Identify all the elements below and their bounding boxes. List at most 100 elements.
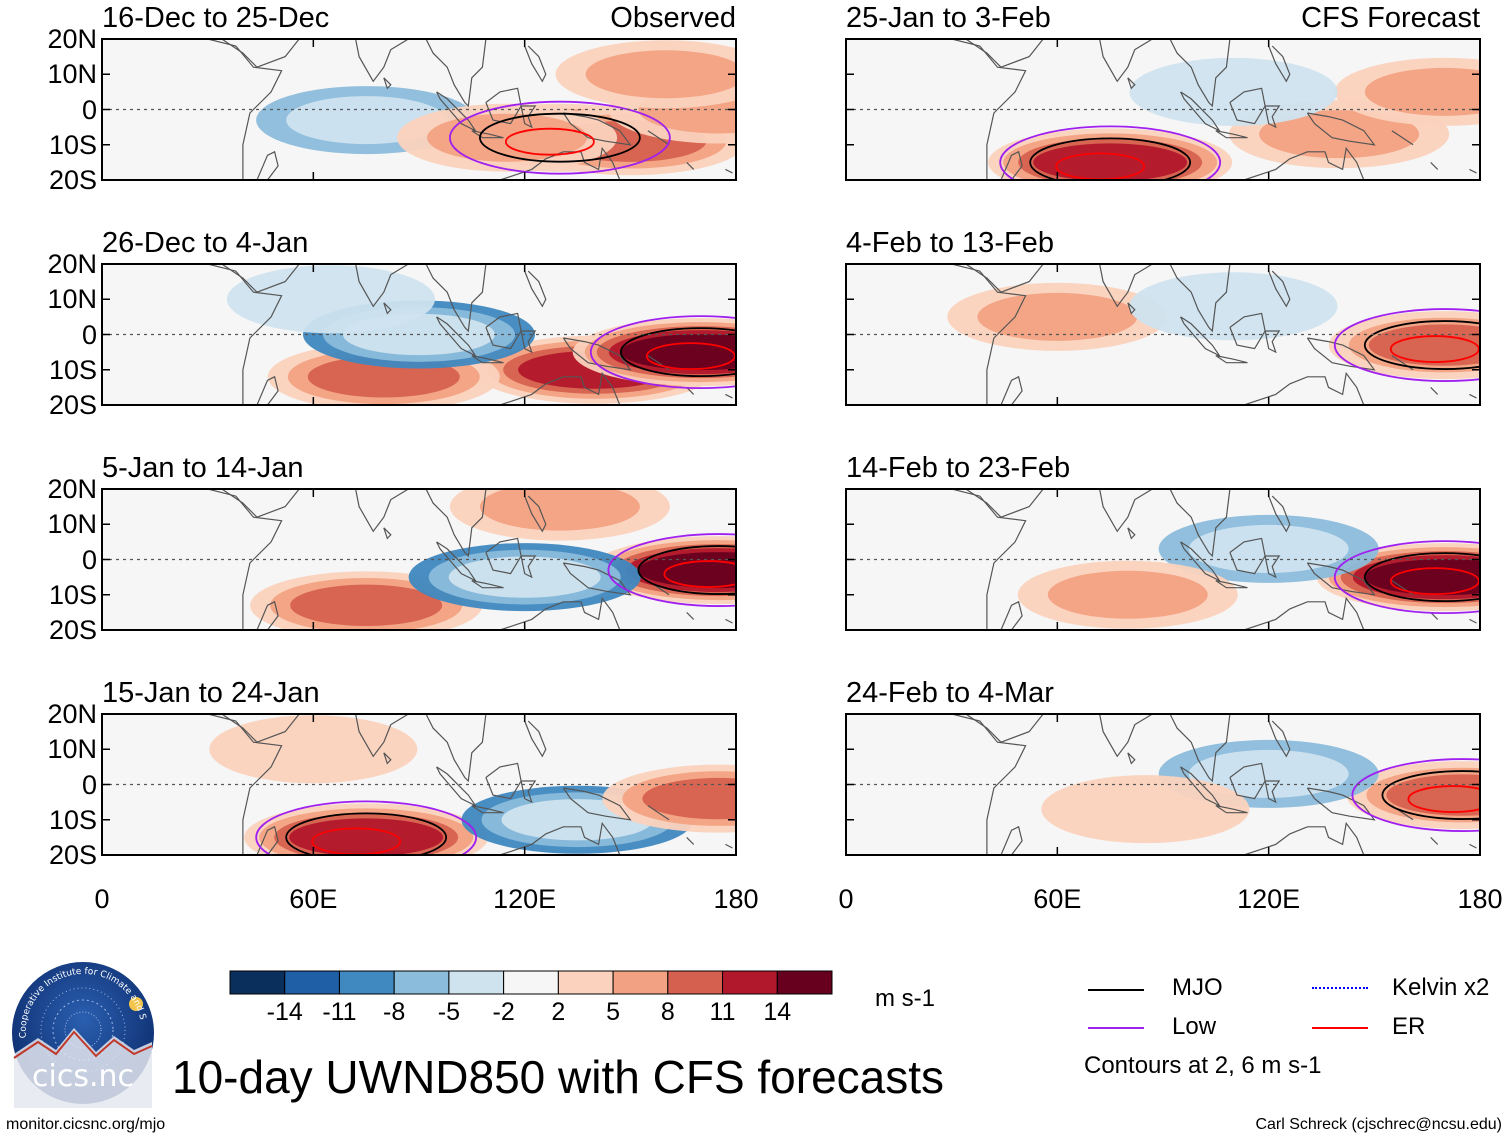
colorbar-box — [338, 970, 395, 995]
coastline — [1215, 355, 1248, 364]
panel-title: 16-Dec to 25-Dec — [102, 2, 330, 34]
mjo-contour — [637, 545, 736, 595]
colorbar-label: 11 — [709, 998, 736, 1026]
colorbar-label: 8 — [660, 998, 675, 1026]
panel-title: 14-Feb to 23-Feb — [846, 452, 1071, 484]
coastline — [520, 330, 537, 354]
er-contour — [1389, 567, 1480, 596]
low-contour — [1351, 758, 1480, 832]
legend-label-kelvin: Kelvin x2 — [1392, 974, 1490, 1001]
lat-tick-label: 20N — [47, 474, 97, 504]
lat-tick-label: 10S — [48, 129, 97, 160]
panel-4 — [101, 713, 737, 856]
coastline — [499, 146, 621, 180]
coastline — [1085, 264, 1153, 308]
coastline — [686, 836, 695, 845]
lat-tick-label: 10N — [47, 509, 97, 540]
coastline — [221, 39, 300, 68]
coastline — [520, 555, 537, 579]
lon-tick-label: 60E — [289, 884, 338, 914]
er-contour — [663, 560, 736, 588]
coastline — [1306, 337, 1376, 371]
coastline — [647, 130, 670, 146]
anomaly-mark — [1033, 143, 1188, 180]
low-contour — [1333, 308, 1480, 382]
panel-title: 26-Dec to 4-Jan — [102, 227, 309, 259]
coastline — [341, 39, 409, 83]
lat-tick-label: 20N — [47, 249, 97, 279]
legend-line-mjo — [1088, 989, 1144, 991]
panel-2 — [101, 263, 737, 406]
coastline — [524, 720, 547, 758]
colorbar-box — [776, 970, 833, 995]
coastline — [951, 714, 1027, 855]
mjo-contour — [1029, 137, 1192, 180]
colorbar-units: m s-1 — [875, 985, 935, 1012]
low-contour — [589, 315, 736, 390]
mjo-contour — [1363, 552, 1480, 603]
coastline — [562, 562, 632, 596]
coastline — [1264, 105, 1281, 129]
coastline — [1268, 45, 1291, 83]
anomaly-mark — [642, 777, 736, 820]
footer-credit: Carl Schreck (cjschrec@ncsu.edu) — [1255, 1116, 1502, 1133]
coastline — [1169, 714, 1231, 783]
colorbar-label: -14 — [266, 998, 303, 1026]
lon-tick-label: 120E — [1237, 884, 1301, 914]
coastline — [425, 714, 487, 783]
colorbar-label: 5 — [606, 998, 621, 1026]
logo-name: cics.nc — [32, 1059, 134, 1094]
anomaly-mark — [1259, 110, 1420, 159]
lat-tick-label: 10N — [47, 734, 97, 765]
coastline — [1127, 527, 1136, 540]
coastline — [1127, 302, 1136, 315]
coastline — [951, 39, 1027, 180]
coastline — [1306, 112, 1376, 146]
coastline — [436, 316, 478, 358]
coastline — [524, 495, 547, 533]
coastline — [965, 264, 1044, 293]
panel-title: 24-Feb to 4-Mar — [846, 677, 1054, 709]
low-contour — [999, 125, 1222, 180]
coastline — [471, 355, 504, 364]
colorbar-label: -2 — [492, 998, 515, 1026]
coastline — [499, 371, 621, 405]
coastline — [1430, 161, 1439, 170]
lon-tick-label: 180 — [1457, 884, 1503, 914]
lat-tick-label: 0 — [81, 769, 97, 800]
lat-tick-label: 20S — [48, 840, 97, 870]
coastline — [562, 112, 632, 146]
anomaly-mark — [620, 334, 736, 371]
coastline — [1243, 146, 1365, 180]
colorbar-label: -5 — [437, 998, 461, 1026]
lon-tick-label: 180 — [713, 884, 759, 914]
coastline — [1085, 39, 1153, 83]
coastline — [1085, 714, 1153, 758]
lon-tick-label: 0 — [94, 884, 110, 914]
footer-url[interactable]: monitor.cicsnc.org/mjo — [6, 1116, 166, 1133]
lat-tick-label: 20S — [48, 390, 97, 420]
lat-tick-label: 20N — [47, 699, 97, 729]
panel-title: 25-Jan to 3-Feb — [846, 2, 1051, 34]
sun-icon — [129, 997, 143, 1011]
er-contour — [1389, 335, 1480, 363]
coastline — [1085, 489, 1153, 533]
coastline — [1000, 150, 1023, 180]
coastline — [471, 805, 504, 814]
low-contour — [607, 533, 736, 607]
lat-tick-label: 10S — [48, 354, 97, 385]
coastline — [383, 527, 392, 540]
panel-8 — [845, 713, 1481, 856]
cics-logo[interactable]: Cooperative Institute for Climate and Sa… — [8, 958, 158, 1108]
anomaly-mark — [1047, 570, 1208, 619]
panel-tag: CFS Forecast — [1301, 2, 1480, 34]
coastline — [647, 805, 670, 821]
coastline — [965, 39, 1044, 68]
low-contour — [1333, 540, 1480, 615]
panel-title: 4-Feb to 13-Feb — [846, 227, 1054, 259]
coastline — [520, 105, 537, 129]
coastline — [425, 39, 487, 108]
colorbar-box — [612, 970, 669, 995]
lat-tick-label: 10N — [47, 59, 97, 90]
